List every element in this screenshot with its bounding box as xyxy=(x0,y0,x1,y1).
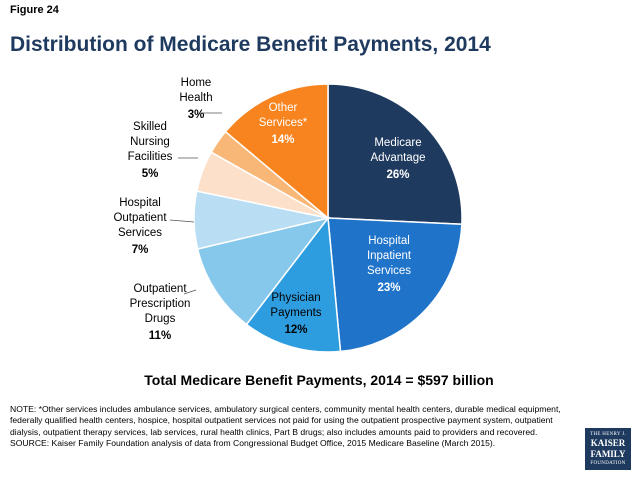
leader-line-hospital-outpatient xyxy=(169,219,195,223)
slice-percent: 5% xyxy=(142,168,159,180)
slice-label-line: Services xyxy=(118,227,162,239)
logo-line-2a: KAISER xyxy=(590,438,626,448)
total-payments-label: Total Medicare Benefit Payments, 2014 = … xyxy=(144,372,494,388)
leader-line-outpatient-drugs xyxy=(183,289,197,295)
slice-percent: 7% xyxy=(132,244,149,256)
slice-label-physician-payments: Physician Payments 12% xyxy=(270,292,321,336)
slice-label-hospital-outpatient: Hospital Outpatient Services 7% xyxy=(113,197,167,256)
chart-title: Distribution of Medicare Benefit Payment… xyxy=(10,33,491,56)
slice-percent: 14% xyxy=(271,134,294,146)
slice-label-line: Inpatient xyxy=(367,250,412,262)
slice-label-line: Services xyxy=(367,265,411,277)
slice-label-line: Medicare xyxy=(374,137,421,149)
kff-logo: THE HENRY J. KAISER FAMILY FOUNDATION xyxy=(585,428,631,470)
slice-label-home-health: Home Health 3% xyxy=(179,77,212,121)
slice-label-line: Skilled xyxy=(133,121,167,133)
slice-percent: 12% xyxy=(284,324,307,336)
logo-line-1: THE HENRY J. xyxy=(590,432,626,437)
slice-label-line: Outpatient xyxy=(133,283,187,295)
slice-label-line: Other xyxy=(269,102,298,114)
slice-label-line: Prescription xyxy=(130,298,191,310)
pie-slice-hospital-inpatient xyxy=(327,217,463,353)
slice-percent: 26% xyxy=(386,169,409,181)
slice-percent: 23% xyxy=(377,282,400,294)
slice-label-hospital-inpatient: Hospital Inpatient Services 23% xyxy=(367,235,412,294)
pie-slice-outpatient-drugs xyxy=(196,216,330,326)
slice-label-medicare-advantage: Medicare Advantage 26% xyxy=(371,137,426,181)
slice-label-line: Home xyxy=(181,77,212,89)
slice-label-line: Services* xyxy=(259,117,308,129)
slice-label-skilled-nursing: Skilled Nursing Facilities 5% xyxy=(128,121,173,180)
logo-line-2b: FAMILY xyxy=(590,449,626,459)
slice-percent: 3% xyxy=(188,109,205,121)
slice-label-line: Hospital xyxy=(119,197,161,209)
footnote: NOTE: *Other services includes ambulance… xyxy=(10,404,565,450)
slice-label-line: Hospital xyxy=(368,235,410,247)
slice-label-line: Physician xyxy=(271,292,320,304)
slice-label-line: Payments xyxy=(270,307,321,319)
slice-label-line: Health xyxy=(179,92,212,104)
figure-label: Figure 24 xyxy=(10,4,59,16)
source-text: SOURCE: Kaiser Family Foundation analysi… xyxy=(10,438,496,449)
pie-slice-medicare-advantage xyxy=(327,83,463,226)
slice-label-line: Facilities xyxy=(128,151,173,163)
slice-label-other-services: Other Services* 14% xyxy=(259,102,308,146)
pie-slice-other-services xyxy=(224,83,329,220)
slice-label-outpatient-drugs: Outpatient Prescription Drugs 11% xyxy=(130,283,191,342)
note-text: NOTE: *Other services includes ambulance… xyxy=(10,404,561,437)
slice-label-line: Drugs xyxy=(145,313,176,325)
logo-line-3: FOUNDATION xyxy=(590,461,626,466)
pie-slice-physician-payments xyxy=(245,216,342,353)
slice-label-line: Nursing xyxy=(130,136,170,148)
slice-percent: 11% xyxy=(149,330,171,342)
slice-label-line: Outpatient xyxy=(113,212,167,224)
slice-label-line: Advantage xyxy=(371,152,426,164)
